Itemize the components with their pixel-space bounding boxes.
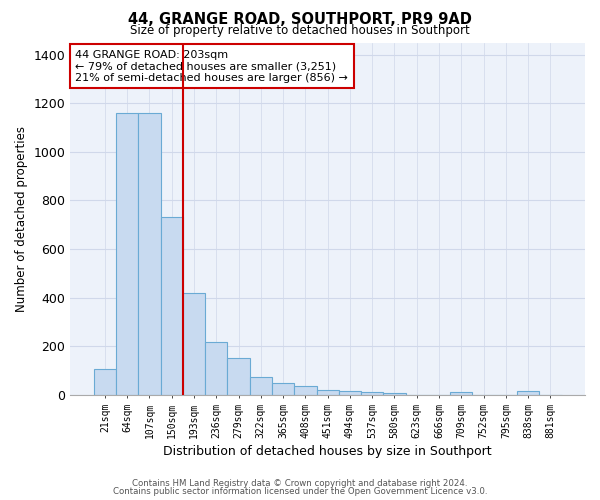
Text: 44 GRANGE ROAD: 203sqm
← 79% of detached houses are smaller (3,251)
21% of semi-: 44 GRANGE ROAD: 203sqm ← 79% of detached…	[76, 50, 349, 82]
Bar	[450, 392, 472, 394]
Bar	[94, 368, 116, 394]
Bar	[317, 390, 339, 394]
Bar	[183, 292, 205, 394]
X-axis label: Distribution of detached houses by size in Southport: Distribution of detached houses by size …	[163, 444, 492, 458]
Text: Contains public sector information licensed under the Open Government Licence v3: Contains public sector information licen…	[113, 487, 487, 496]
Bar	[227, 358, 250, 395]
Bar	[250, 377, 272, 394]
Bar	[361, 392, 383, 394]
Text: Size of property relative to detached houses in Southport: Size of property relative to detached ho…	[130, 24, 470, 37]
Bar	[161, 218, 183, 394]
Bar	[138, 113, 161, 394]
Bar	[294, 386, 317, 394]
Text: 44, GRANGE ROAD, SOUTHPORT, PR9 9AD: 44, GRANGE ROAD, SOUTHPORT, PR9 9AD	[128, 12, 472, 28]
Bar	[339, 391, 361, 394]
Bar	[205, 342, 227, 394]
Y-axis label: Number of detached properties: Number of detached properties	[15, 126, 28, 312]
Bar	[272, 382, 294, 394]
Bar	[517, 390, 539, 394]
Text: Contains HM Land Registry data © Crown copyright and database right 2024.: Contains HM Land Registry data © Crown c…	[132, 478, 468, 488]
Bar	[116, 113, 138, 394]
